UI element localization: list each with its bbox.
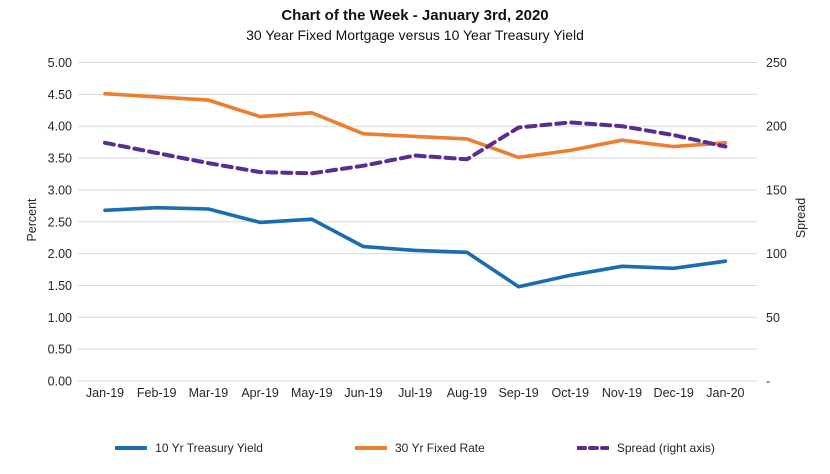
- x-axis-tick: Sep-19: [498, 386, 538, 400]
- x-axis-tick: Jul-19: [398, 386, 432, 400]
- chart-legend: 10 Yr Treasury Yield 30 Yr Fixed Rate Spre…: [0, 441, 830, 455]
- left-axis-title: Percent: [25, 198, 39, 242]
- x-axis-tick: Oct-19: [552, 386, 590, 400]
- right-axis-tick: 200: [766, 120, 787, 134]
- right-axis-tick: 50: [766, 311, 780, 325]
- left-axis-tick: 0.00: [48, 375, 72, 389]
- left-axis-tick: 5.00: [48, 56, 72, 70]
- chart-subtitle: 30 Year Fixed Mortgage versus 10 Year Tr…: [246, 27, 584, 43]
- left-axis-tick: 2.50: [48, 215, 72, 229]
- right-axis-tick: 150: [766, 183, 787, 197]
- left-axis-tick: 1.00: [48, 311, 72, 325]
- legend-item-30-yr-fixed-rate: 30 Yr Fixed Rate: [354, 441, 485, 455]
- legend-swatch-dashed-line: [576, 446, 609, 450]
- left-axis-tick: 0.50: [48, 343, 72, 357]
- legend-label: Spread (right axis): [616, 441, 715, 455]
- right-axis-title: Spread: [794, 198, 808, 238]
- x-axis-tick: Mar-19: [189, 386, 229, 400]
- x-axis-tick: Jun-19: [344, 386, 382, 400]
- right-axis-tick: -: [766, 375, 770, 389]
- x-axis-tick: Aug-19: [447, 386, 487, 400]
- x-axis-tick: May-19: [291, 386, 333, 400]
- x-axis-tick: Jan-19: [86, 386, 124, 400]
- right-axis-tick: 100: [766, 247, 787, 261]
- legend-swatch-line: [115, 446, 148, 450]
- left-axis-tick: 1.50: [48, 279, 72, 293]
- legend-swatch-line: [354, 446, 387, 450]
- x-axis-tick: Nov-19: [602, 386, 642, 400]
- series-line-30-yr-fixed-rate: [103, 91, 728, 160]
- x-axis-tick: Feb-19: [137, 386, 177, 400]
- chart-header: Chart of the Week - January 3rd, 2020 30…: [0, 6, 830, 44]
- x-axis-tick: Dec-19: [654, 386, 694, 400]
- x-axis-tick: Jan-20: [706, 386, 744, 400]
- left-axis-tick: 2.00: [48, 247, 72, 261]
- legend-item-spread-right-axis-: Spread (right axis): [576, 441, 715, 455]
- legend-label: 10 Yr Treasury Yield: [155, 441, 263, 455]
- chart-title: Chart of the Week - January 3rd, 2020: [281, 7, 549, 24]
- left-axis-tick: 3.00: [48, 183, 72, 197]
- right-axis-tick: 250: [766, 56, 787, 70]
- series-line-10-yr-treasury-yield: [103, 205, 728, 289]
- left-axis-tick: 3.50: [48, 152, 72, 166]
- left-axis-tick: 4.00: [48, 120, 72, 134]
- x-axis-tick: Apr-19: [241, 386, 279, 400]
- legend-label: 30 Yr Fixed Rate: [394, 441, 485, 455]
- series-line-spread-right-axis-: [103, 120, 728, 176]
- legend-item-10-yr-treasury-yield: 10 Yr Treasury Yield: [115, 441, 263, 455]
- left-axis-tick: 4.50: [48, 88, 72, 102]
